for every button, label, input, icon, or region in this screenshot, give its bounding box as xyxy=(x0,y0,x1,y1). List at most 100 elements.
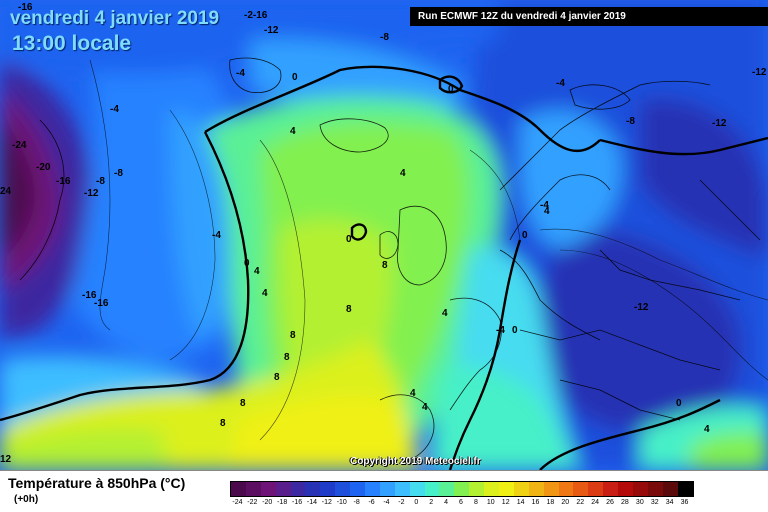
isotherm-label: 8 xyxy=(284,352,290,363)
legend-swatch xyxy=(439,482,455,496)
isotherm-label: 8 xyxy=(382,260,388,271)
isotherm-label: 8 xyxy=(346,304,352,315)
isotherm-label: 4 xyxy=(442,308,448,319)
isotherm-label: -12 xyxy=(84,188,99,199)
legend-label: 4 xyxy=(444,499,449,506)
isotherm-label: 4 xyxy=(544,206,550,217)
coastlines-and-borders xyxy=(19,57,761,461)
legend-label: 8 xyxy=(473,499,478,506)
legend-swatch xyxy=(350,482,366,496)
isotherm-label: -4 xyxy=(212,230,221,241)
legend-swatch xyxy=(365,482,380,496)
legend-label: 0 xyxy=(414,499,419,506)
legend-label: -8 xyxy=(353,499,360,506)
isotherm-label: -4 xyxy=(540,200,549,211)
legend-label: 32 xyxy=(650,499,659,506)
legend-swatch xyxy=(647,482,663,496)
isotherm-label: 8 xyxy=(240,398,246,409)
legend-label: -10 xyxy=(336,499,347,506)
isotherm-label: -4 xyxy=(110,104,119,115)
legend-swatch xyxy=(662,482,678,496)
legend-swatch xyxy=(618,482,634,496)
temperature-map: -24 24 -20 -16 -16 -16 -16 -2-16 -12 -12… xyxy=(0,0,768,470)
legend-swatch xyxy=(320,482,336,496)
legend-label: -12 xyxy=(321,499,332,506)
isotherm-label: -16 xyxy=(56,176,71,187)
isotherm-label: 4 xyxy=(290,126,296,137)
legend-swatch xyxy=(499,482,514,496)
legend-swatch xyxy=(469,482,485,496)
legend-label: 10 xyxy=(486,499,495,506)
legend-swatch xyxy=(677,482,693,496)
isotherm-label: 0 xyxy=(244,258,250,269)
isotherm-label: 0 xyxy=(522,230,528,241)
legend-swatch xyxy=(573,482,589,496)
isotherm-label: -4 xyxy=(556,78,565,89)
isotherm-label: 8 xyxy=(220,418,226,429)
isotherm-label: 4 xyxy=(400,168,406,179)
legend-label: 30 xyxy=(635,499,644,506)
legend-label: 12 xyxy=(501,499,510,506)
isotherm-label: 4 xyxy=(254,266,260,277)
legend-label: -16 xyxy=(292,499,303,506)
legend-label: 16 xyxy=(531,499,540,506)
legend-swatch xyxy=(245,482,261,496)
legend-swatch xyxy=(275,482,291,496)
model-run-info: Run ECMWF 12Z du vendredi 4 janvier 2019 xyxy=(410,7,768,26)
legend-swatch xyxy=(484,482,500,496)
legend-swatch xyxy=(409,482,425,496)
legend-label: 20 xyxy=(561,499,570,506)
legend-label: 6 xyxy=(459,499,463,506)
legend-swatch xyxy=(558,482,574,496)
legend-label: -4 xyxy=(383,499,390,506)
zero-isotherm xyxy=(0,65,768,470)
legend-swatch xyxy=(231,482,246,496)
isotherm-label: -16 xyxy=(82,290,97,301)
legend-swatch xyxy=(633,482,648,496)
legend-swatch xyxy=(305,482,321,496)
isotherm-label: 4 xyxy=(262,288,268,299)
isotherm-label: -16 xyxy=(18,2,33,13)
legend-swatch xyxy=(260,482,276,496)
isotherm-value-labels: -24 24 -20 -16 -16 -16 -16 -2-16 -12 -12… xyxy=(0,2,767,465)
legend-swatch xyxy=(394,482,410,496)
isotherm-label: -24 xyxy=(12,140,27,151)
legend-label: 34 xyxy=(665,499,674,506)
isotherm-label: -8 xyxy=(96,176,105,187)
isotherm-label: -8 xyxy=(626,116,635,127)
isotherm-label: 8 xyxy=(290,330,296,341)
legend-label: 24 xyxy=(591,499,600,506)
isotherm-label: 0 xyxy=(292,72,298,83)
legend-swatch xyxy=(454,482,470,496)
isotherm-label: -12 xyxy=(712,118,727,129)
legend-label: -20 xyxy=(262,499,273,506)
legend-swatch xyxy=(335,482,351,496)
isotherm-label: 24 xyxy=(0,186,12,197)
temperature-field xyxy=(0,0,768,470)
legend-label: 18 xyxy=(546,499,555,506)
legend-label: 22 xyxy=(576,499,585,506)
isotherm-label: 4 xyxy=(704,424,710,435)
isotherm-label: 12 xyxy=(0,454,12,465)
legend-label: 2 xyxy=(429,499,434,506)
thin-isotherms xyxy=(89,59,768,441)
legend-label: -2 xyxy=(398,499,405,506)
parameter-title: Température à 850hPa (°C) xyxy=(8,475,186,491)
isotherm-label: -4 xyxy=(236,68,245,79)
legend-swatch xyxy=(603,482,619,496)
color-scale-legend xyxy=(230,481,694,497)
forecast-local-time: 13:00 locale xyxy=(12,32,132,55)
legend-swatch xyxy=(588,482,604,496)
isotherm-label: -12 xyxy=(264,25,279,36)
legend-label: 36 xyxy=(680,499,689,506)
legend-swatch xyxy=(513,482,529,496)
legend-label: 14 xyxy=(516,499,525,506)
copyright-notice: Copyright 2019 Meteociel.fr xyxy=(350,456,481,467)
legend-swatch xyxy=(424,482,440,496)
legend-swatch xyxy=(379,482,395,496)
isotherm-label: -4 xyxy=(496,325,505,336)
isotherm-label: -8 xyxy=(380,32,389,43)
isotherm-label: 0 xyxy=(676,398,682,409)
isotherm-label: -2-16 xyxy=(244,10,268,21)
legend-swatch xyxy=(528,482,544,496)
